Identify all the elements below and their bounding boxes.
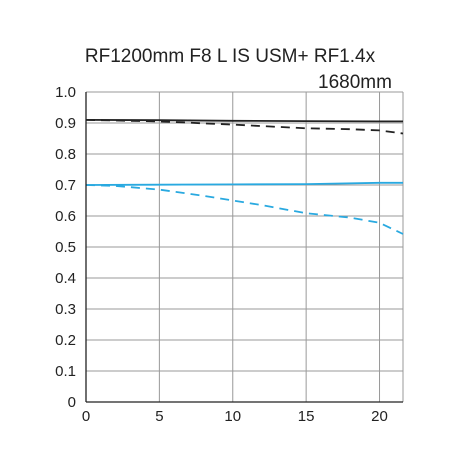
y-tick-label: 0.3 bbox=[55, 301, 76, 318]
black-dashed-series-line bbox=[85, 119, 404, 135]
y-tick-label: 0.1 bbox=[55, 363, 76, 380]
x-tick-label: 5 bbox=[155, 408, 163, 425]
y-tick-label: 0 bbox=[68, 394, 76, 411]
chart-subtitle: 1680mm bbox=[318, 72, 392, 93]
y-tick-label: 0.8 bbox=[55, 146, 76, 163]
series-layer bbox=[85, 119, 404, 235]
y-tick-label: 0.7 bbox=[55, 177, 76, 194]
black-solid-series-line bbox=[85, 119, 403, 123]
y-tick-label: 0.6 bbox=[55, 208, 76, 225]
y-tick-label: 0.2 bbox=[55, 332, 76, 349]
blue-solid-series-line bbox=[85, 181, 403, 186]
y-tick-label: 1.0 bbox=[55, 84, 76, 101]
x-tick-label: 10 bbox=[224, 408, 241, 425]
y-tick-label: 0.4 bbox=[55, 270, 76, 287]
x-tick-label: 0 bbox=[82, 408, 90, 425]
blue-dashed-series-line bbox=[85, 184, 404, 235]
grid-layer bbox=[85, 91, 404, 403]
y-tick-label: 0.9 bbox=[55, 115, 76, 132]
x-tick-label: 20 bbox=[371, 408, 388, 425]
axis-layer: 0 0.1 0.2 0.3 0.4 0.5 0.6 0.7 0.8 0.9 1.0 0 5 10 15 20 bbox=[55, 84, 403, 425]
y-tick-label: 0.5 bbox=[55, 239, 76, 256]
chart-title: RF1200mm F8 L IS USM+ RF1.4x bbox=[84, 46, 376, 67]
x-tick-label: 15 bbox=[298, 408, 315, 425]
